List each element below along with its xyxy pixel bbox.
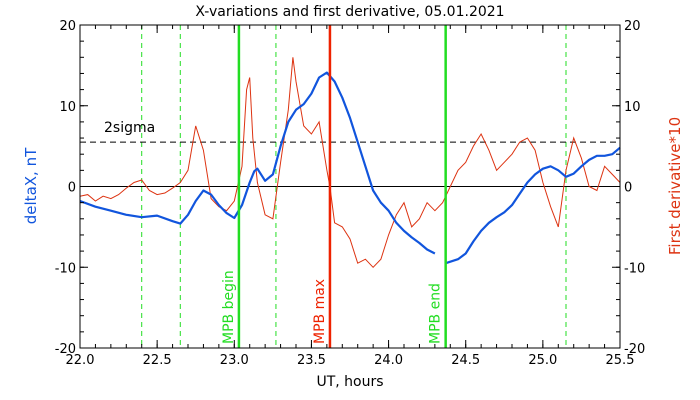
derivative-series: [79, 57, 621, 269]
y-tick-label-left-4: 20: [59, 19, 76, 34]
x-tick-label-1: 22.5: [143, 353, 172, 368]
y-tick-label-right-3: 10: [624, 100, 641, 115]
chart-title: X-variations and first derivative, 05.01…: [195, 4, 504, 20]
y-tick-label-left-2: 0: [68, 181, 76, 196]
y-tick-label-right-1: -10: [624, 261, 645, 276]
y-tick-label-left-0: -20: [55, 342, 76, 357]
mpb-markers: MPB begin MPB max MPB end: [221, 25, 447, 348]
x-tick-label-5: 24.5: [451, 353, 480, 368]
x-tick-label-0: 22.0: [66, 353, 95, 368]
x-axis-label: UT, hours: [316, 374, 383, 390]
2sigma-label: 2sigma: [104, 120, 155, 136]
x-tick-label-4: 24.0: [374, 353, 403, 368]
deltax-line-segment-0: [79, 71, 436, 255]
marker-label-2: MPB end: [428, 283, 444, 344]
derivative-line: [79, 57, 621, 269]
deltax-line-segment-1: [445, 146, 621, 265]
x-tick-label-3: 23.5: [297, 353, 326, 368]
y-tick-label-right-4: 20: [624, 19, 641, 34]
y-axis-label-right: First derivative*10: [666, 117, 684, 255]
x-tick-label-2: 23.0: [220, 353, 249, 368]
marker-label-1: MPB max: [312, 279, 328, 344]
x-tick-label-6: 25.0: [528, 353, 557, 368]
y-tick-label-left-3: 10: [59, 100, 76, 115]
y-tick-label-right-0: -20: [624, 342, 645, 357]
x-tick-label-7: 25.5: [606, 353, 635, 368]
axis-ticks: 22.0 22.5 23.0 23.5 24.0 24.5 25.0 25.5-20-1001…: [55, 19, 645, 368]
y-axis-label-left: deltaX, nT: [22, 147, 40, 224]
y-tick-label-right-2: 0: [624, 181, 632, 196]
marker-label-0: MPB begin: [221, 270, 237, 344]
y-tick-label-left-1: -10: [55, 261, 76, 276]
deltax-series: [79, 71, 621, 265]
